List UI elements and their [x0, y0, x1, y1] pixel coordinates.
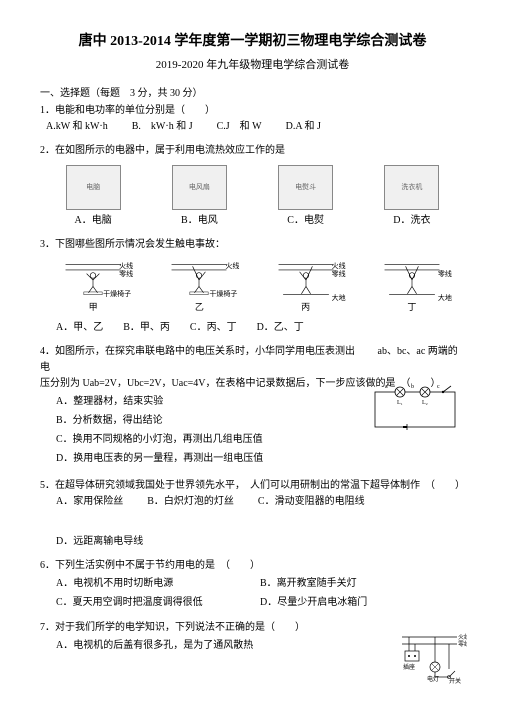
q1-opt-c: C.J 和 W [217, 119, 262, 135]
q3-opt-d: D．乙、丁 [257, 320, 304, 336]
q3-diagram-ding: 零线 大地 丁 [372, 259, 452, 314]
q4-circuit-diagram: a b c L₁ L₂ [365, 382, 465, 437]
question-2: 2．在如图所示的电器中，属于利用电流热效应工作的是 电脑 A．电脑 电风扇 B．… [40, 143, 465, 229]
q7-circuit-diagram: 火线 零线 插座 电灯 开关 [397, 629, 467, 684]
iron-icon: 电熨斗 [278, 165, 333, 210]
q5-opt-a: A．家用保险丝 [56, 494, 123, 510]
fan-icon: 电风扇 [172, 165, 227, 210]
q6-text: 6．下列生活实例中不属于节约用电的是 （ ） [40, 558, 465, 574]
hot-wire-label: 火线 [225, 261, 239, 272]
svg-text:a: a [385, 384, 388, 390]
svg-text:零线: 零线 [458, 640, 467, 648]
q6-opt-c: C．夏天用空调时把温度调得很低 [56, 593, 236, 612]
section-heading: 一、选择题（每题 3 分，共 30 分） [40, 84, 465, 99]
svg-text:插座: 插座 [403, 663, 415, 671]
q3-opt-c: C．丙、丁 [190, 320, 237, 336]
q2-img-d: 洗衣机 D．洗衣 [384, 165, 439, 229]
computer-icon: 电脑 [66, 165, 121, 210]
q3-text: 3．下图哪些图所示情况会发生触电事故： [40, 237, 465, 253]
q2-img-c: 电熨斗 C．电熨 [278, 165, 333, 229]
main-title: 唐中 2013-2014 学年度第一学期初三物理电学综合测试卷 [40, 30, 465, 50]
q1-opt-d: D.A 和 J [286, 119, 321, 135]
neutral-wire-label: 零线 [119, 269, 133, 280]
ground-label: 大地 [438, 293, 452, 304]
ground-label: 大地 [332, 293, 346, 304]
q6-opt-a: A．电视机不用时切断电源 [56, 574, 236, 593]
q3-diagram-yi: 火线 干燥椅子 乙 [159, 259, 239, 314]
q3-opt-a: A．甲、乙 [56, 320, 103, 336]
q1-opt-b: B. kW·h 和 J [132, 119, 193, 135]
q6-opt-b: B．离开教室随手关灯 [260, 574, 357, 593]
stool-label: 干燥椅子 [209, 289, 237, 300]
q2-img-b: 电风扇 B．电风 [172, 165, 227, 229]
q5-opt-c: C．滑动变阻器的电阻线 [258, 494, 365, 510]
q5-text: 5．在超导体研究领域我国处于世界领先水平， 人们可以用研制出的常温下超导体制作 … [40, 478, 465, 494]
svg-text:L₁: L₁ [397, 400, 403, 406]
svg-text:开关: 开关 [449, 677, 461, 684]
q2-label-d: D．洗衣 [393, 213, 430, 229]
q4-opt-d: D．换用电压表的另一量程，再测出一组电压值 [56, 449, 465, 468]
q5-opt-b: B．白炽灯泡的灯丝 [147, 494, 234, 510]
neutral-wire-label: 零线 [332, 269, 346, 280]
q4-text1: 4．如图所示，在探究串联电路中的电压关系时，小华同学用电压表测出 [40, 346, 355, 357]
q3-label-bing: 丙 [301, 300, 310, 314]
question-1: 1．电能和电功率的单位分别是（ ） A.kW 和 kW·h B. kW·h 和 … [40, 103, 465, 135]
q3-opt-b: B．甲、丙 [123, 320, 170, 336]
q3-diagram-bing: 火线 零线 大地 丙 [266, 259, 346, 314]
stool-label: 干燥椅子 [103, 289, 131, 300]
svg-text:火线: 火线 [458, 633, 467, 641]
q3-diagram-jia: 火线 零线 干燥椅子 甲 [53, 259, 133, 314]
question-6: 6．下列生活实例中不属于节约用电的是 （ ） A．电视机不用时切断电源 B．离开… [40, 558, 465, 612]
q1-text: 1．电能和电功率的单位分别是（ ） [40, 103, 465, 119]
q2-img-a: 电脑 A．电脑 [66, 165, 121, 229]
question-5: 5．在超导体研究领域我国处于世界领先水平， 人们可以用研制出的常温下超导体制作 … [40, 478, 465, 550]
svg-text:b: b [411, 384, 414, 390]
q3-label-ding: 丁 [407, 300, 416, 314]
q2-text: 2．在如图所示的电器中，属于利用电流热效应工作的是 [40, 143, 465, 159]
question-3: 3．下图哪些图所示情况会发生触电事故： 火线 零线 干燥椅子 甲 [40, 237, 465, 336]
svg-text:L₂: L₂ [422, 400, 428, 406]
svg-text:电灯: 电灯 [427, 675, 439, 683]
q2-label-c: C．电熨 [287, 213, 324, 229]
svg-text:c: c [437, 384, 440, 390]
q2-label-a: A．电脑 [75, 213, 112, 229]
q6-opt-d: D．尽量少开启电冰箱门 [260, 593, 367, 612]
q3-label-jia: 甲 [89, 300, 98, 314]
neutral-wire-label: 零线 [438, 269, 452, 280]
subtitle: 2019-2020 年九年级物理电学综合测试卷 [40, 56, 465, 72]
washer-icon: 洗衣机 [384, 165, 439, 210]
q3-label-yi: 乙 [195, 300, 204, 314]
q2-label-b: B．电风 [181, 213, 218, 229]
q1-opt-a: A.kW 和 kW·h [46, 119, 108, 135]
q5-opt-d: D．远距离输电导线 [56, 534, 143, 550]
